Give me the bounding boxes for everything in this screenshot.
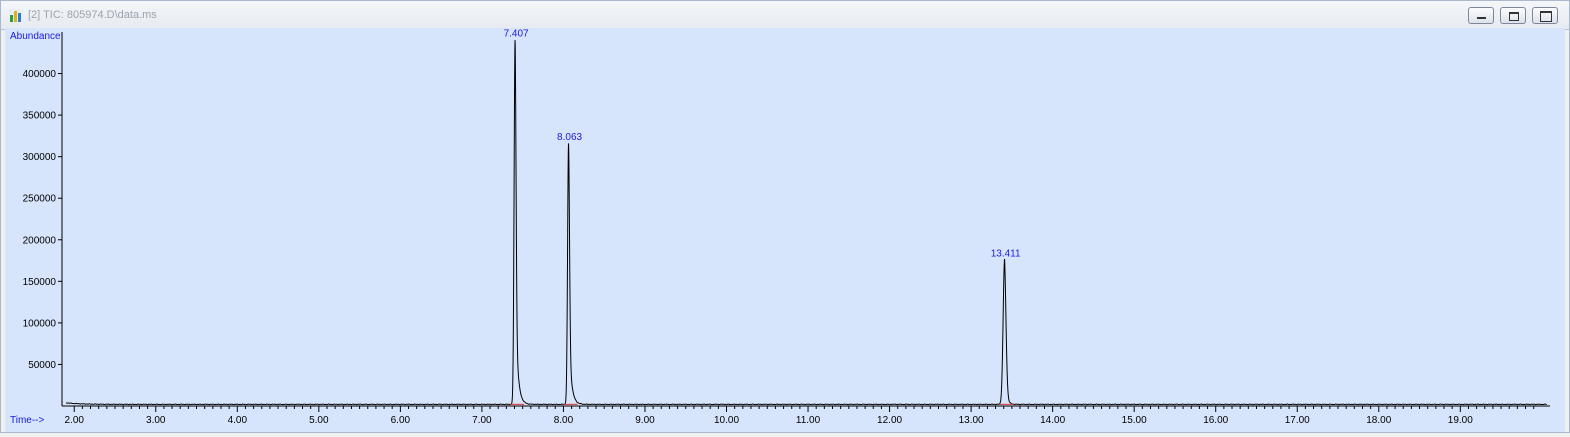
x-axis-title: Time--> bbox=[10, 415, 45, 426]
x-tick-label: 9.00 bbox=[635, 415, 655, 426]
x-tick-label: 11.00 bbox=[796, 415, 821, 426]
x-tick-label: 13.00 bbox=[959, 415, 984, 426]
y-tick-label: 150000 bbox=[23, 277, 57, 288]
x-tick-label: 14.00 bbox=[1040, 415, 1065, 426]
x-tick-label: 5.00 bbox=[309, 415, 329, 426]
x-tick-label: 8.00 bbox=[554, 415, 574, 426]
y-tick-label: 250000 bbox=[23, 194, 57, 205]
x-tick-label: 10.00 bbox=[714, 415, 739, 426]
chart-panel[interactable]: 50000 100000 150000 200000 250000 300000 35000… bbox=[5, 28, 1565, 432]
x-tick-label: 18.00 bbox=[1366, 415, 1391, 426]
x-tick-label: 15.00 bbox=[1122, 415, 1147, 426]
x-tick-label: 6.00 bbox=[391, 415, 411, 426]
y-tick-label: 300000 bbox=[23, 152, 57, 163]
minimize-button[interactable] bbox=[1468, 7, 1494, 24]
restore-button[interactable] bbox=[1500, 7, 1526, 24]
ticks-layer: 50000 100000 150000 200000 250000 300000 35000… bbox=[23, 69, 1535, 426]
peak-labels: 7.407 8.063 13.411 bbox=[504, 28, 1021, 259]
x-tick-label: 17.00 bbox=[1285, 415, 1310, 426]
peak-label: 13.411 bbox=[991, 249, 1021, 260]
chromatogram-app-icon bbox=[9, 9, 23, 23]
title-bar[interactable]: [2] TIC: 805974.D\data.ms bbox=[1, 1, 1569, 30]
restore-icon bbox=[1509, 12, 1519, 21]
tic-trace bbox=[65, 40, 1547, 406]
x-tick-label: 7.00 bbox=[472, 415, 492, 426]
y-tick-label: 400000 bbox=[23, 69, 57, 80]
maximize-button[interactable] bbox=[1532, 7, 1558, 24]
x-tick-label: 2.00 bbox=[64, 415, 84, 426]
y-tick-label: 200000 bbox=[23, 235, 57, 246]
x-tick-label: 12.00 bbox=[877, 415, 902, 426]
y-axis-title: Abundance bbox=[10, 31, 61, 42]
minimize-icon bbox=[1477, 17, 1486, 19]
x-tick-label: 19.00 bbox=[1448, 415, 1473, 426]
peak-label: 8.063 bbox=[557, 132, 582, 143]
trace-layer bbox=[65, 40, 1547, 406]
chromatogram-chart[interactable]: 50000 100000 150000 200000 250000 300000 35000… bbox=[5, 28, 1565, 432]
y-tick-label: 350000 bbox=[23, 111, 57, 122]
window-title: [2] TIC: 805974.D\data.ms bbox=[28, 9, 157, 21]
x-tick-label: 4.00 bbox=[228, 415, 248, 426]
maximize-icon bbox=[1540, 11, 1552, 22]
y-tick-label: 50000 bbox=[28, 360, 56, 371]
peak-label: 7.407 bbox=[504, 28, 529, 39]
y-tick-label: 100000 bbox=[23, 318, 57, 329]
x-tick-label: 3.00 bbox=[146, 415, 166, 426]
x-tick-label: 16.00 bbox=[1203, 415, 1228, 426]
